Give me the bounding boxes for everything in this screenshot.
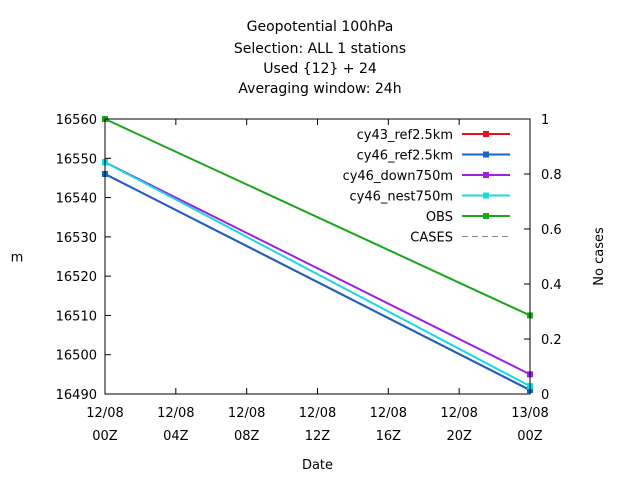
series-line [104, 161, 531, 376]
x-tick-label-date: 13/08 [511, 406, 548, 421]
legend-entry: cy43_ref2.5km [357, 128, 510, 143]
legend-marker [483, 172, 489, 178]
y-tick-label: 16510 [56, 309, 97, 324]
x-tick-label-hour: 00Z [517, 429, 543, 444]
y-tick-label: 16500 [56, 349, 97, 364]
y2-tick-label: 0.2 [541, 333, 562, 348]
x-tick-label-hour: 12Z [305, 429, 331, 444]
legend: cy43_ref2.5km cy46_ref2.5km cy46_down750mc… [343, 128, 510, 246]
legend-label: cy43_ref2.5km [357, 128, 453, 143]
legend-entry: cy46_nest750m [350, 190, 510, 205]
y-tick-label: 16540 [56, 192, 97, 207]
x-tick-label-date: 12/08 [299, 406, 336, 421]
x-tick-label-hour: 08Z [234, 429, 260, 444]
y-tick-label: 16530 [56, 231, 97, 246]
y2-tick-label: 0.8 [541, 168, 562, 183]
x-tick-label-hour: 16Z [376, 429, 402, 444]
x-tick-label-hour: 04Z [163, 429, 189, 444]
y-tick-label: 16560 [56, 113, 97, 128]
legend-entry: OBS [426, 210, 510, 225]
y-tick-label: 16520 [56, 270, 97, 285]
series-cy46_ref2.5km [102, 171, 533, 394]
legend-entry: cy46_ref2.5km [357, 149, 510, 164]
series-OBS [102, 116, 533, 319]
chart-title-line-1: Geopotential 100hPa [246, 19, 394, 35]
x-tick-label-date: 12/08 [86, 406, 123, 421]
series-layer [102, 116, 533, 394]
legend-label: cy46_ref2.5km [357, 149, 453, 164]
y-axis-label: m [11, 251, 24, 266]
legend-marker [483, 192, 489, 199]
x-tick-label-date: 12/08 [157, 406, 194, 421]
x-tick-label-date: 12/08 [370, 406, 407, 421]
chart-title-line-4: Averaging window: 24h [238, 81, 402, 97]
legend-label: CASES [410, 231, 453, 246]
chart-title-line-3: Used {12} + 24 [263, 61, 377, 77]
tick-labels-layer: 16490 16500 16510 16520 16530 16540 16550 16560… [56, 113, 562, 444]
x-tick-label-date: 12/08 [228, 406, 265, 421]
legend-marker [483, 131, 489, 137]
y-tick-label: 16550 [56, 152, 97, 167]
y2-tick-label: 1 [541, 113, 549, 128]
y2-axis-label: No cases [592, 227, 607, 286]
legend-label: cy46_down750m [343, 169, 453, 184]
legend-label: cy46_nest750m [350, 190, 453, 205]
series-cy46_nest750m [102, 159, 533, 390]
series-cy46_down750m [102, 159, 533, 378]
chart-title-line-2: Selection: ALL 1 stations [233, 41, 407, 57]
legend-marker [483, 151, 489, 158]
legend-entry: cy46_down750m [343, 169, 510, 184]
x-tick-label-hour: 20Z [446, 429, 472, 444]
x-axis-label: Date [302, 458, 333, 473]
series-line [104, 161, 531, 388]
y2-tick-label: 0 [541, 388, 549, 403]
x-tick-label-date: 12/08 [440, 406, 477, 421]
legend-marker [483, 213, 489, 219]
series-line [104, 118, 531, 317]
plot-area-frame [104, 118, 531, 395]
y-tick-label: 16490 [56, 388, 97, 403]
y2-tick-label: 0.4 [541, 278, 562, 293]
x-tick-label-hour: 00Z [92, 429, 118, 444]
legend-entry: CASES [410, 231, 510, 246]
series-line [104, 173, 531, 391]
y2-tick-label: 0.6 [541, 223, 562, 238]
legend-label: OBS [426, 210, 453, 225]
